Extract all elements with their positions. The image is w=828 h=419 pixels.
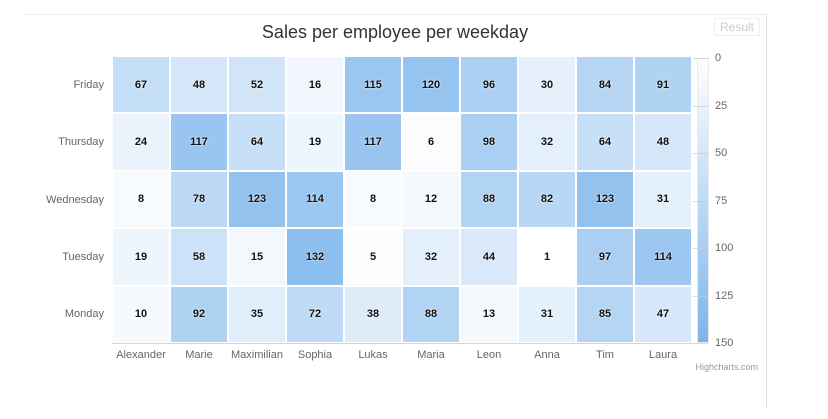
heatmap-cell[interactable]: 115 <box>344 56 402 114</box>
heatmap-cell[interactable]: 72 <box>286 285 344 343</box>
heatmap-cell[interactable]: 44 <box>460 228 518 286</box>
color-axis-tick <box>693 295 709 297</box>
chart-title: Sales per employee per weekday <box>261 22 529 42</box>
x-axis-label: Maria <box>417 349 445 361</box>
x-axis-label: Lukas <box>358 349 388 361</box>
heatmap-cell[interactable]: 78 <box>170 170 228 229</box>
heatmap-cell[interactable]: 82 <box>518 170 576 229</box>
x-axis-label: Leon <box>476 349 502 361</box>
x-axis-label: Alexander <box>116 349 166 361</box>
heatmap-cell[interactable]: 64 <box>576 113 634 171</box>
highcharts-credits-link[interactable]: Highcharts.com <box>695 362 758 372</box>
heatmap-cell[interactable]: 5 <box>344 228 402 286</box>
heatmap-cell[interactable]: 47 <box>634 285 692 343</box>
color-axis-tick-label: 100 <box>715 242 734 254</box>
color-axis-tick-label: 75 <box>715 194 728 207</box>
color-axis-tick-label: 50 <box>715 147 728 159</box>
color-axis-tick <box>693 58 709 59</box>
heatmap-cell[interactable]: 120 <box>402 56 460 114</box>
heatmap-cell[interactable]: 19 <box>112 228 170 286</box>
heatmap-cell[interactable]: 24 <box>112 113 170 171</box>
heatmap-cell[interactable]: 8 <box>344 170 402 229</box>
y-axis-label: Tuesday <box>62 250 104 263</box>
x-axis-label: Laura <box>648 349 678 361</box>
heatmap-cell[interactable]: 85 <box>576 285 634 343</box>
heatmap-cell[interactable]: 35 <box>228 285 286 343</box>
heatmap-cell[interactable]: 32 <box>518 113 576 171</box>
heatmap-cell[interactable]: 48 <box>170 56 228 114</box>
heatmap-cell[interactable]: 117 <box>170 113 228 171</box>
heatmap-cell[interactable]: 31 <box>634 170 692 229</box>
heatmap-cell[interactable]: 52 <box>228 56 286 114</box>
heatmap-cell[interactable]: 58 <box>170 228 228 286</box>
result-pane-label: Result <box>714 18 760 36</box>
color-axis-tick-label: 125 <box>715 289 734 302</box>
heatmap-cell[interactable]: 132 <box>286 228 344 286</box>
heatmap-cell[interactable]: 84 <box>576 56 634 114</box>
heatmap-cell[interactable]: 8 <box>112 170 170 229</box>
heatmap-cell[interactable]: 97 <box>576 228 634 286</box>
context-menu-button[interactable] <box>723 33 739 45</box>
color-axis-tick <box>693 105 709 107</box>
heatmap-cell[interactable]: 12 <box>402 170 460 229</box>
y-axis-label: Wednesday <box>46 193 104 206</box>
heatmap-cell[interactable]: 16 <box>286 56 344 114</box>
color-axis-tick-label: 25 <box>715 99 728 112</box>
heatmap-plot: 67 48 52 16 115 120 96 30 84 91 24 117 64 19 117 6 98 32 6… <box>112 56 692 343</box>
heatmap-cell[interactable]: 15 <box>228 228 286 286</box>
heatmap-cell[interactable]: 31 <box>518 285 576 343</box>
heatmap-cell[interactable]: 88 <box>402 285 460 343</box>
heatmap-cell[interactable]: 19 <box>286 113 344 171</box>
heatmap-cell[interactable]: 114 <box>286 170 344 229</box>
heatmap-cell[interactable]: 30 <box>518 56 576 114</box>
x-axis-label: Tim <box>596 349 614 361</box>
x-axis-line <box>112 343 693 344</box>
x-axis-label: Marie <box>185 349 213 361</box>
heatmap-cell[interactable]: 32 <box>402 228 460 286</box>
y-axis-label: Thursday <box>58 136 104 149</box>
heatmap-cell[interactable]: 88 <box>460 170 518 229</box>
heatmap-cell[interactable]: 38 <box>344 285 402 343</box>
heatmap-cell[interactable]: 92 <box>170 285 228 343</box>
color-axis-tick <box>693 343 709 344</box>
color-axis-tick <box>693 153 709 154</box>
color-axis-tick <box>693 200 709 202</box>
heatmap-cell[interactable]: 64 <box>228 113 286 171</box>
heatmap-cell[interactable]: 96 <box>460 56 518 114</box>
heatmap-cell[interactable]: 91 <box>634 56 692 114</box>
color-axis-tick-label: 0 <box>715 52 722 64</box>
heatmap-cell[interactable]: 13 <box>460 285 518 343</box>
heatmap-cell[interactable]: 98 <box>460 113 518 171</box>
x-axis-label: Sophia <box>297 349 333 361</box>
y-axis-label: Friday <box>73 78 104 91</box>
y-axis-label: Monday <box>64 308 104 321</box>
x-axis-label: Maximilian <box>231 349 283 361</box>
color-axis-tick-label: 150 <box>715 337 734 349</box>
heatmap-cell[interactable]: 123 <box>576 170 634 229</box>
heatmap-cell[interactable]: 114 <box>634 228 692 286</box>
heatmap-cell[interactable]: 10 <box>112 285 170 343</box>
heatmap-cell[interactable]: 6 <box>402 113 460 171</box>
x-axis-label: Anna <box>534 349 560 361</box>
heatmap-cell[interactable]: 117 <box>344 113 402 171</box>
heatmap-cell[interactable]: 67 <box>112 56 170 114</box>
color-axis-tick <box>693 248 709 249</box>
heatmap-cell[interactable]: 123 <box>228 170 286 229</box>
heatmap-cell[interactable]: 48 <box>634 113 692 171</box>
heatmap-cell[interactable]: 1 <box>518 228 576 286</box>
heatmap-chart: Sales per employee per weekday Result 67… <box>23 14 767 407</box>
